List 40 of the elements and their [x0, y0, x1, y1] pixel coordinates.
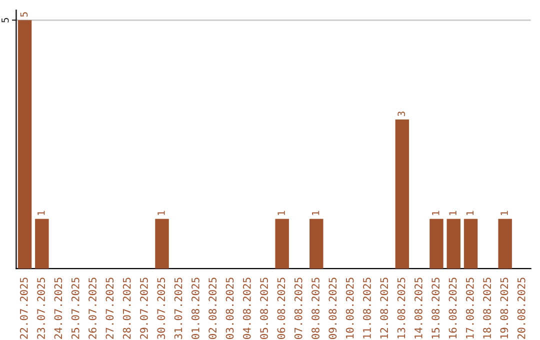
data-label: 1	[500, 210, 508, 215]
x-tick-label: 11.08.2025	[363, 278, 371, 338]
x-tick-label: 03.08.2025	[226, 278, 234, 339]
x-tick-label: 17.08.2025	[466, 278, 474, 338]
x-tick-label: 22.07.2025	[20, 278, 28, 339]
x-tick-label: 16.08.2025	[448, 278, 457, 338]
x-tick-label: 12.08.2025	[380, 278, 388, 338]
x-tick-label: 09.08.2025	[328, 278, 337, 339]
x-tick-label: 26.07.2025	[88, 278, 96, 339]
x-tick-label: 02.08.2025	[208, 278, 217, 339]
x-tick-label: 13.08.2025	[397, 278, 406, 338]
x-tick-label: 01.08.2025	[191, 278, 200, 339]
x-tick-label: 04.08.2025	[242, 278, 251, 339]
data-label: 5	[20, 12, 28, 17]
data-label: 1	[38, 210, 45, 215]
x-tick-label: 29.07.2025	[140, 278, 148, 339]
x-tick-label: 28.07.2025	[122, 278, 131, 339]
x-tick-label: 30.07.2025	[157, 278, 166, 339]
x-tick-label: 31.07.2025	[174, 278, 182, 339]
data-label: 1	[449, 210, 456, 215]
x-tick-label: 23.07.2025	[37, 278, 45, 339]
x-tick-label: 06.08.2025	[277, 278, 286, 339]
x-tick-label: 14.08.2025	[414, 278, 422, 338]
data-label: 1	[278, 210, 285, 215]
x-tick-label: 19.08.2025	[500, 278, 508, 338]
x-tick-label: 07.08.2025	[294, 278, 302, 339]
data-label: 3	[398, 112, 406, 116]
x-tick-label: 24.07.2025	[54, 278, 62, 339]
data-label: 1	[158, 210, 165, 215]
x-tick-label: 18.08.2025	[483, 278, 491, 338]
data-label: 1	[466, 210, 474, 215]
x-tick-label: 20.08.2025	[517, 278, 526, 339]
x-tick-label: 10.08.2025	[346, 278, 354, 338]
x-tick-label: 27.07.2025	[106, 278, 114, 339]
x-tick-label: 08.08.2025	[312, 278, 320, 339]
x-tick-label: 05.08.2025	[260, 278, 268, 339]
data-label: 1	[312, 210, 320, 215]
x-tick-label: 15.08.2025	[432, 278, 440, 338]
data-label: 1	[432, 210, 440, 215]
x-tick-label: 25.07.2025	[71, 278, 80, 339]
